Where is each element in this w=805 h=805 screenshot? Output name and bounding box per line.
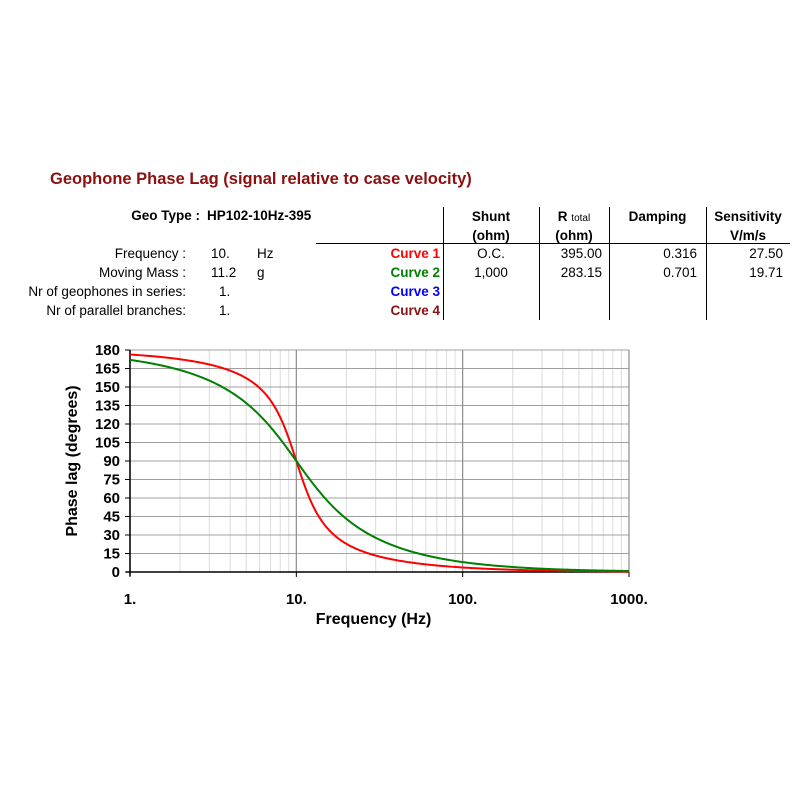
header-shunt: Shunt <box>471 209 511 224</box>
header-sensitivity: Sensitivity <box>714 209 782 224</box>
param-value: 1. <box>219 284 231 299</box>
param-value: 10. <box>211 246 230 261</box>
y-tick-label: 120 <box>95 416 120 433</box>
page-title: Geophone Phase Lag (signal relative to c… <box>50 170 472 188</box>
x-axis-label: Frequency (Hz) <box>316 611 432 628</box>
x-tick-label: 1000. <box>610 591 648 608</box>
curve-label: Curve 3 <box>390 284 440 299</box>
param-value: 1. <box>219 303 231 318</box>
cell-sensitivity: 27.50 <box>749 246 783 261</box>
cell-shunt: 1,000 <box>474 265 508 280</box>
param-value: 11.2 <box>211 265 237 280</box>
series-line-2 <box>129 358 630 573</box>
curve-label: Curve 4 <box>390 303 440 318</box>
y-axis-label: Phase lag (degrees) <box>64 385 81 536</box>
y-tick-label: 75 <box>103 472 120 489</box>
cell-shunt: O.C. <box>477 246 505 261</box>
header-shunt-unit: (ohm) <box>472 228 510 243</box>
table-divider <box>443 207 444 320</box>
param-unit: g <box>257 265 265 280</box>
table-divider <box>539 207 540 320</box>
cell-rtotal: 283.15 <box>560 265 602 280</box>
y-tick-label: 135 <box>95 398 120 415</box>
x-tick-label: 100. <box>448 591 477 608</box>
y-tick-label: 105 <box>95 435 120 452</box>
geo-type-value: HP102-10Hz-395 <box>207 208 312 223</box>
geo-type-label: Geo Type : <box>131 208 200 223</box>
curve-label: Curve 1 <box>390 246 440 261</box>
header-rtotal-sub: total <box>571 213 591 224</box>
cell-sensitivity: 19.71 <box>749 265 783 280</box>
table-header-rule <box>316 243 790 244</box>
param-label: Frequency : <box>114 246 186 261</box>
y-tick-label: 30 <box>103 527 120 544</box>
y-tick-label: 150 <box>95 379 120 396</box>
y-tick-label: 60 <box>103 490 120 507</box>
header-rtotal-unit: (ohm) <box>555 228 593 243</box>
cell-damping: 0.701 <box>663 265 697 280</box>
param-label: Nr of geophones in series: <box>28 284 186 299</box>
series-line-1 <box>129 353 630 573</box>
header-sensitivity-unit: V/m/s <box>729 228 767 243</box>
table-divider <box>706 207 707 320</box>
header-damping: Damping <box>628 209 687 224</box>
y-tick-label: 180 <box>95 342 120 359</box>
header-rtotal-main: R <box>557 209 568 224</box>
cell-damping: 0.316 <box>663 246 697 261</box>
y-tick-label: 45 <box>103 509 120 526</box>
curve-label: Curve 2 <box>390 265 440 280</box>
y-tick-label: 165 <box>95 361 120 378</box>
param-label: Nr of parallel branches: <box>46 303 186 318</box>
cell-rtotal: 395.00 <box>560 246 602 261</box>
table-divider <box>609 207 610 320</box>
x-tick-label: 10. <box>286 591 307 608</box>
y-tick-label: 0 <box>112 564 120 581</box>
param-label: Moving Mass : <box>98 265 186 280</box>
y-tick-label: 15 <box>103 546 120 563</box>
param-unit: Hz <box>257 246 274 261</box>
header-rtotal: R total <box>539 209 609 224</box>
y-tick-label: 90 <box>103 453 120 470</box>
x-tick-label: 1. <box>124 591 137 608</box>
